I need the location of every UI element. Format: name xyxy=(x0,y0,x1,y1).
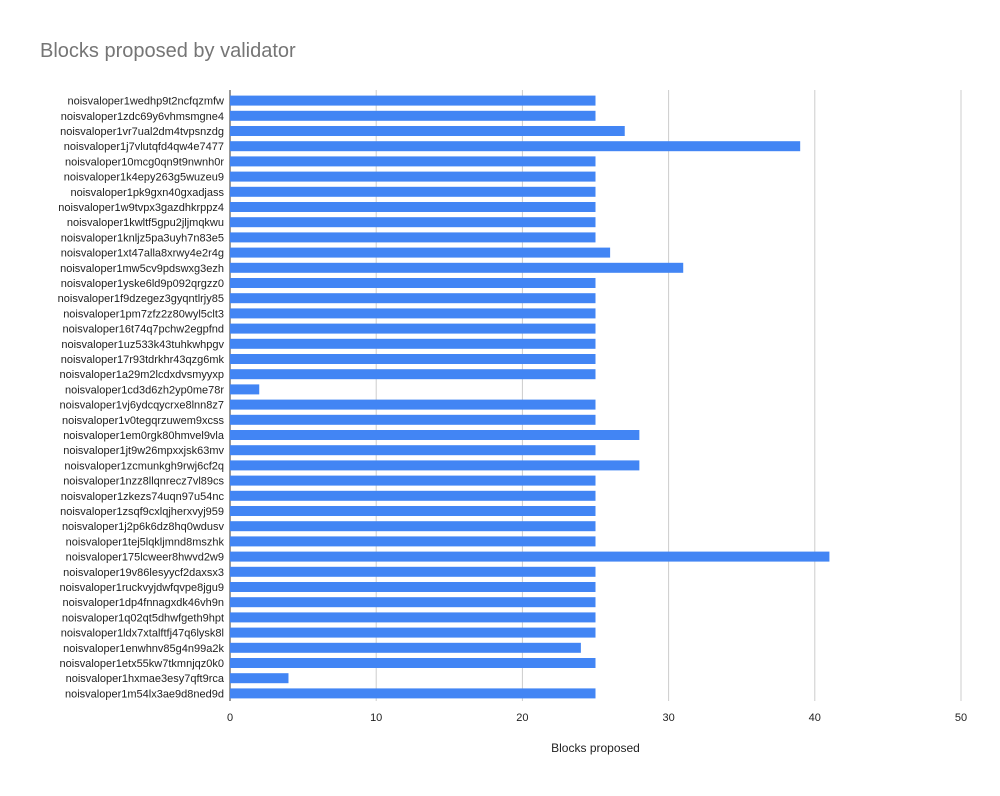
category-label: noisvaloper1yske6ld9p092qrgzz0 xyxy=(61,278,224,290)
category-label: noisvaloper10mcg0qn9t9nwnh0r xyxy=(65,156,224,168)
category-label: noisvaloper19v86lesyycf2daxsx3 xyxy=(63,567,224,579)
category-label: noisvaloper1wedhp9t2ncfqzmfw xyxy=(67,96,224,108)
bar xyxy=(230,308,596,319)
category-label: noisvaloper1xt47alla8xrwy4e2r4g xyxy=(61,248,224,260)
x-tick-label: 40 xyxy=(809,712,821,724)
x-tick-label: 10 xyxy=(370,712,382,724)
category-label: noisvaloper1etx55kw7tkmnjqz0k0 xyxy=(60,658,224,670)
bar xyxy=(230,475,596,486)
category-label: noisvaloper1vj6ydcqycrxe8lnn8z7 xyxy=(60,400,224,412)
category-label: noisvaloper1em0rgk80hmvel9vla xyxy=(63,430,225,442)
bar xyxy=(230,171,596,182)
category-label: noisvaloper1vr7ual2dm4tvpsnzdg xyxy=(60,126,224,138)
bar xyxy=(230,323,596,334)
x-axis-title: Blocks proposed xyxy=(551,741,640,755)
category-label: noisvaloper1knljz5pa3uyh7n83e5 xyxy=(61,232,224,244)
bar xyxy=(230,551,830,562)
bar xyxy=(230,217,596,228)
bar xyxy=(230,247,611,258)
category-label: noisvaloper1j2p6k6dz8hq0wdusv xyxy=(62,521,225,533)
category-label: noisvaloper1j7vlutqfd4qw4e7477 xyxy=(64,141,224,153)
x-tick-label: 20 xyxy=(516,712,528,724)
x-tick-label: 30 xyxy=(662,712,674,724)
chart-title: Blocks proposed by validator xyxy=(40,40,296,62)
category-label: noisvaloper1ldx7xtalftfj47q6lysk8l xyxy=(61,628,224,640)
bar xyxy=(230,445,596,456)
bar xyxy=(230,338,596,349)
category-label: noisvaloper1pk9gxn40gxadjass xyxy=(71,187,225,199)
bar xyxy=(230,521,596,532)
bar xyxy=(230,566,596,577)
bar xyxy=(230,506,596,516)
category-label: noisvaloper1f9dzegez3gyqntlrjy85 xyxy=(58,293,224,305)
bar xyxy=(230,414,596,425)
category-label: noisvaloper1zdc69y6vhmsmgne4 xyxy=(61,111,224,123)
x-tick-label: 0 xyxy=(227,712,233,724)
category-label: noisvaloper16t74q7pchw2egpfnd xyxy=(63,324,224,336)
bar xyxy=(230,658,596,668)
category-label: noisvaloper1zkezs74uqn97u54nc xyxy=(61,491,225,503)
bar xyxy=(230,490,596,501)
category-label: noisvaloper1a29m2lcdxdvsmyyxp xyxy=(60,369,224,381)
category-label: noisvaloper1q02qt5dhwfgeth9hpt xyxy=(62,612,224,624)
bar xyxy=(230,110,596,121)
bar xyxy=(230,612,596,623)
category-label: noisvaloper1pm7zfz2z80wyl5clt3 xyxy=(63,308,224,320)
bar xyxy=(230,536,596,547)
category-label: noisvaloper175lcweer8hwvd2w9 xyxy=(66,552,224,564)
bar xyxy=(230,582,596,592)
category-label: noisvaloper1m54lx3ae9d8ned9d xyxy=(65,688,224,700)
bar xyxy=(230,597,596,608)
bar xyxy=(230,95,596,106)
bar xyxy=(230,354,596,364)
category-label: noisvaloper1nzz8llqnrecz7vl89cs xyxy=(63,476,224,488)
category-label: noisvaloper1jt9w26mpxxjsk63mv xyxy=(63,445,224,457)
bar xyxy=(230,688,596,699)
bar xyxy=(230,430,640,440)
category-label: noisvaloper1tej5lqkljmnd8mszhk xyxy=(66,536,225,548)
category-label: noisvaloper1w9tvpx3gazdhkrppz4 xyxy=(58,202,224,214)
bar xyxy=(230,673,289,684)
bar xyxy=(230,232,596,243)
bar xyxy=(230,399,596,410)
category-label: noisvaloper1zcmunkgh9rwj6cf2q xyxy=(64,460,224,472)
bar xyxy=(230,278,596,288)
bar xyxy=(230,262,684,273)
bar xyxy=(230,141,801,152)
bar xyxy=(230,369,596,380)
category-label: noisvaloper1dp4fnnagxdk46vh9n xyxy=(63,597,224,609)
category-label: noisvaloper1zsqf9cxlqjherxvyj959 xyxy=(60,506,224,518)
category-label: noisvaloper1uz533k43tuhkwhpgv xyxy=(61,339,224,351)
bar xyxy=(230,126,625,136)
category-label: noisvaloper1hxmae3esy7qft9rca xyxy=(66,673,225,685)
category-label: noisvaloper17r93tdrkhr43qzg6mk xyxy=(61,354,225,366)
category-label: noisvaloper1mw5cv9pdswxg3ezh xyxy=(60,263,224,275)
category-label: noisvaloper1ruckvyjdwfqvpe8jgu9 xyxy=(60,582,224,594)
bar xyxy=(230,627,596,638)
bar xyxy=(230,460,640,471)
bar xyxy=(230,186,596,197)
bar xyxy=(230,293,596,304)
x-tick-label: 50 xyxy=(955,712,967,724)
bar xyxy=(230,642,581,653)
category-label: noisvaloper1cd3d6zh2yp0me78r xyxy=(65,384,224,396)
category-label: noisvaloper1k4epy263g5wuzeu9 xyxy=(64,172,224,184)
bar xyxy=(230,156,596,167)
category-label: noisvaloper1kwltf5gpu2jljmqkwu xyxy=(67,217,224,229)
category-label: noisvaloper1v0tegqrzuwem9xcss xyxy=(62,415,225,427)
bar xyxy=(230,384,260,395)
category-label: noisvaloper1enwhnv85g4n99a2k xyxy=(63,643,224,655)
bar xyxy=(230,202,596,212)
